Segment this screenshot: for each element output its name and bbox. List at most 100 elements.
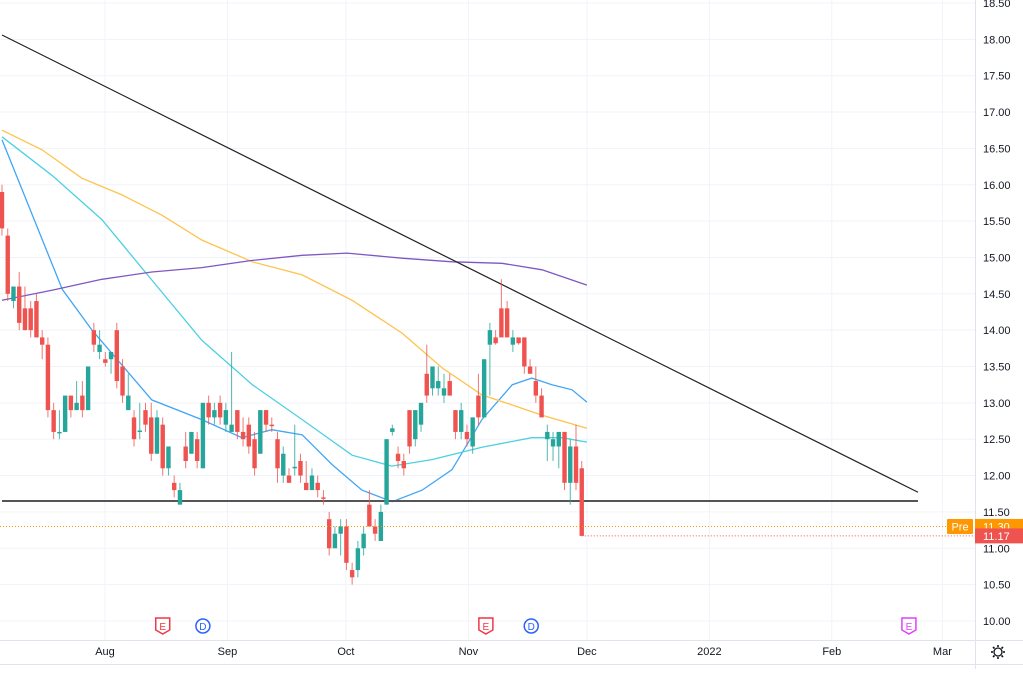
candle-body: [292, 466, 297, 469]
candle-down: [39, 330, 45, 360]
candle-body: [550, 439, 556, 447]
candle-body: [453, 410, 458, 432]
candle-body: [17, 286, 22, 323]
marker-label: E: [906, 622, 913, 633]
candle-body: [143, 410, 148, 425]
marker-label: E: [159, 622, 166, 633]
candle-body: [258, 410, 263, 454]
candle-body: [22, 308, 28, 331]
candle-up: [378, 504, 384, 541]
candle-down: [263, 410, 269, 432]
candle-body: [286, 475, 292, 483]
candle-body: [441, 388, 447, 396]
time-tick-label: Oct: [337, 646, 354, 658]
candle-down: [68, 395, 74, 418]
time-tick-label: Dec: [577, 646, 597, 658]
candle-body: [516, 337, 521, 344]
candle-body: [344, 526, 349, 563]
candle-up: [470, 417, 475, 454]
earnings-icon: [154, 617, 171, 635]
candle-down: [527, 359, 533, 374]
candle-down: [5, 228, 10, 302]
candle-body: [464, 431, 470, 440]
candle-down: [246, 417, 252, 454]
candle-up: [85, 366, 91, 411]
price-tick-label: 10.50: [983, 580, 1011, 592]
candle-body: [28, 308, 33, 331]
settings-gear-icon[interactable]: [991, 645, 1005, 659]
candle-up: [200, 402, 206, 469]
price-tick-label: 15.00: [983, 252, 1011, 264]
candle-up: [281, 446, 286, 483]
candle-down: [160, 417, 165, 476]
candle-body: [235, 410, 240, 432]
candle-body: [447, 381, 452, 396]
candle-body: [120, 366, 125, 396]
candle-down: [269, 417, 274, 432]
trendlines[interactable]: [1, 34, 919, 502]
candle-body: [298, 461, 303, 476]
descending-trendline[interactable]: [1, 34, 919, 493]
earnings-upcoming-marker[interactable]: E: [901, 617, 917, 635]
candle-down: [91, 322, 97, 352]
time-axis[interactable]: Aug Sep Oct Nov Dec 2022 Feb Mar: [0, 640, 1023, 669]
candle-up: [137, 402, 142, 440]
candle-body: [390, 428, 395, 432]
candle-body: [309, 475, 315, 491]
dividend-marker[interactable]: D: [523, 618, 539, 634]
candle-body: [97, 344, 102, 352]
earnings-marker[interactable]: E: [154, 617, 171, 635]
candle-body: [304, 482, 309, 491]
price-tick-label: 14.00: [983, 325, 1011, 337]
candle-down: [516, 337, 521, 345]
candle-body: [545, 431, 550, 440]
candle-down: [562, 431, 567, 491]
candle-down: [275, 431, 280, 483]
pre-tag-badge: [947, 518, 973, 534]
price-tick-label: 12.50: [983, 434, 1011, 446]
candle-body: [200, 402, 206, 469]
candle-up: [487, 322, 493, 396]
candle-body: [212, 410, 217, 418]
candle-body: [281, 453, 286, 476]
earnings-marker[interactable]: E: [478, 617, 494, 635]
candle-down: [240, 417, 246, 447]
candle-down: [321, 490, 326, 505]
candle-down: [401, 453, 406, 476]
candle-body: [154, 417, 160, 454]
candle-body: [74, 402, 79, 411]
price-tick-label: 15.50: [983, 216, 1011, 228]
candle-down: [51, 402, 56, 440]
candle-up: [229, 351, 234, 432]
candle-down: [183, 431, 188, 469]
candle-body: [39, 337, 45, 345]
candle-down: [120, 359, 125, 403]
candle-up: [57, 410, 62, 440]
dividend-marker[interactable]: D: [195, 618, 211, 634]
candle-body: [263, 410, 269, 425]
candle-down: [315, 475, 320, 498]
candle-up: [189, 431, 194, 454]
candle-body: [0, 192, 5, 229]
candle-up: [436, 366, 441, 396]
candle-down: [45, 337, 51, 418]
candle-up: [441, 373, 447, 403]
candle-body: [252, 439, 257, 469]
candle-body: [51, 410, 56, 432]
candle-down: [499, 279, 504, 338]
price-axis[interactable]: 10.00 10.50 11.00 11.50 12.00 12.50 13.00 13.50…: [947, 0, 1023, 669]
dividend-icon: [195, 618, 211, 634]
candle-up: [361, 526, 366, 556]
candle-body: [269, 424, 274, 427]
candle-body: [579, 468, 584, 536]
candle-body: [45, 344, 51, 411]
candle-down: [424, 344, 429, 403]
time-tick-label: Feb: [822, 646, 841, 658]
candle-down: [504, 301, 510, 338]
candle-body: [430, 366, 435, 389]
candle-body: [424, 373, 429, 396]
candle-body: [556, 431, 561, 447]
candle-up: [212, 402, 217, 425]
